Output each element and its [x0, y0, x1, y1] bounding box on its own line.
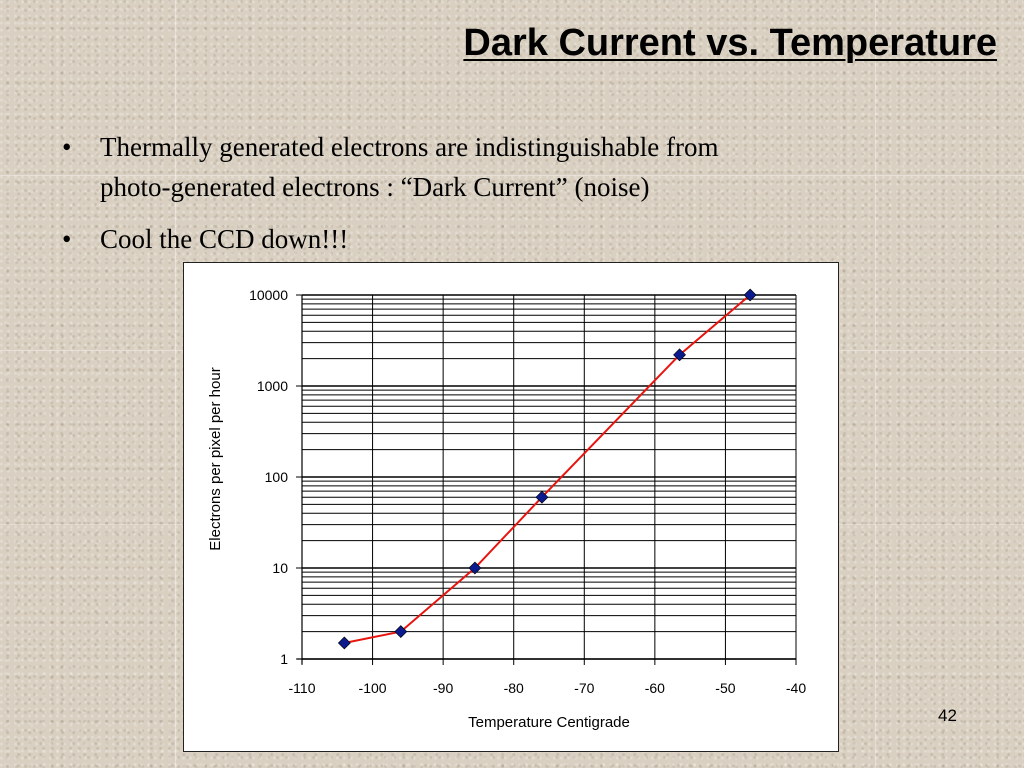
- bullet-text: Cool the CCD down!!!: [100, 224, 349, 254]
- x-axis-title: Temperature Centigrade: [468, 714, 630, 731]
- series-line: [344, 294, 751, 644]
- background-tile-line: [875, 0, 876, 768]
- data-point-marker: [394, 625, 408, 639]
- x-tick-label: -60: [645, 680, 665, 696]
- chart-grid: [301, 294, 797, 660]
- y-tick-label: 1000: [257, 378, 288, 394]
- x-tick-label: -50: [715, 680, 735, 696]
- x-tick-label: -110: [289, 680, 316, 696]
- bullet-icon: •: [62, 132, 72, 162]
- dark-current-chart: -110 -100 -90 -80 -70 -60 -50 -40 1 10 100 1000 1000…: [207, 287, 806, 731]
- y-tick-label: 10: [272, 560, 288, 576]
- bullet-icon: •: [62, 224, 72, 254]
- bullet-item: • Cool the CCD down!!!: [62, 219, 662, 259]
- data-point-marker: [743, 288, 757, 302]
- chart-series: [337, 288, 757, 650]
- y-tick-label: 100: [265, 469, 289, 485]
- data-point-marker: [468, 561, 482, 575]
- y-tick-label: 10000: [249, 287, 288, 303]
- bullet-text-line: photo-generated electrons : “Dark Curren…: [100, 172, 650, 202]
- data-point-marker: [535, 490, 549, 504]
- data-point-marker: [673, 348, 686, 362]
- bullet-text-line: Thermally generated electrons are indist…: [100, 132, 719, 162]
- bullet-item: • Thermally generated electrons are indi…: [62, 127, 962, 207]
- background-tile-line: [175, 0, 176, 768]
- data-point-marker: [337, 636, 351, 650]
- x-tick-label: -40: [786, 680, 806, 696]
- slide-title: Dark Current vs. Temperature: [463, 22, 997, 64]
- chart-tick-labels: -110 -100 -90 -80 -70 -60 -50 -40 1 10 100 1000 1000…: [249, 287, 806, 696]
- x-tick-label: -70: [574, 680, 594, 696]
- y-tick-label: 1: [280, 651, 288, 667]
- y-axis-title: Electrons per pixel per hour: [207, 367, 224, 550]
- page-number: 42: [938, 706, 957, 725]
- chart-axes: [296, 294, 797, 665]
- chart-frame: -110 -100 -90 -80 -70 -60 -50 -40 1 10 100 1000 1000…: [183, 262, 839, 752]
- bullet-text: Thermally generated electrons are indist…: [100, 127, 719, 207]
- x-tick-label: -80: [504, 680, 524, 696]
- x-tick-label: -90: [433, 680, 453, 696]
- x-tick-label: -100: [359, 680, 387, 696]
- background-tile-line: [0, 175, 1024, 176]
